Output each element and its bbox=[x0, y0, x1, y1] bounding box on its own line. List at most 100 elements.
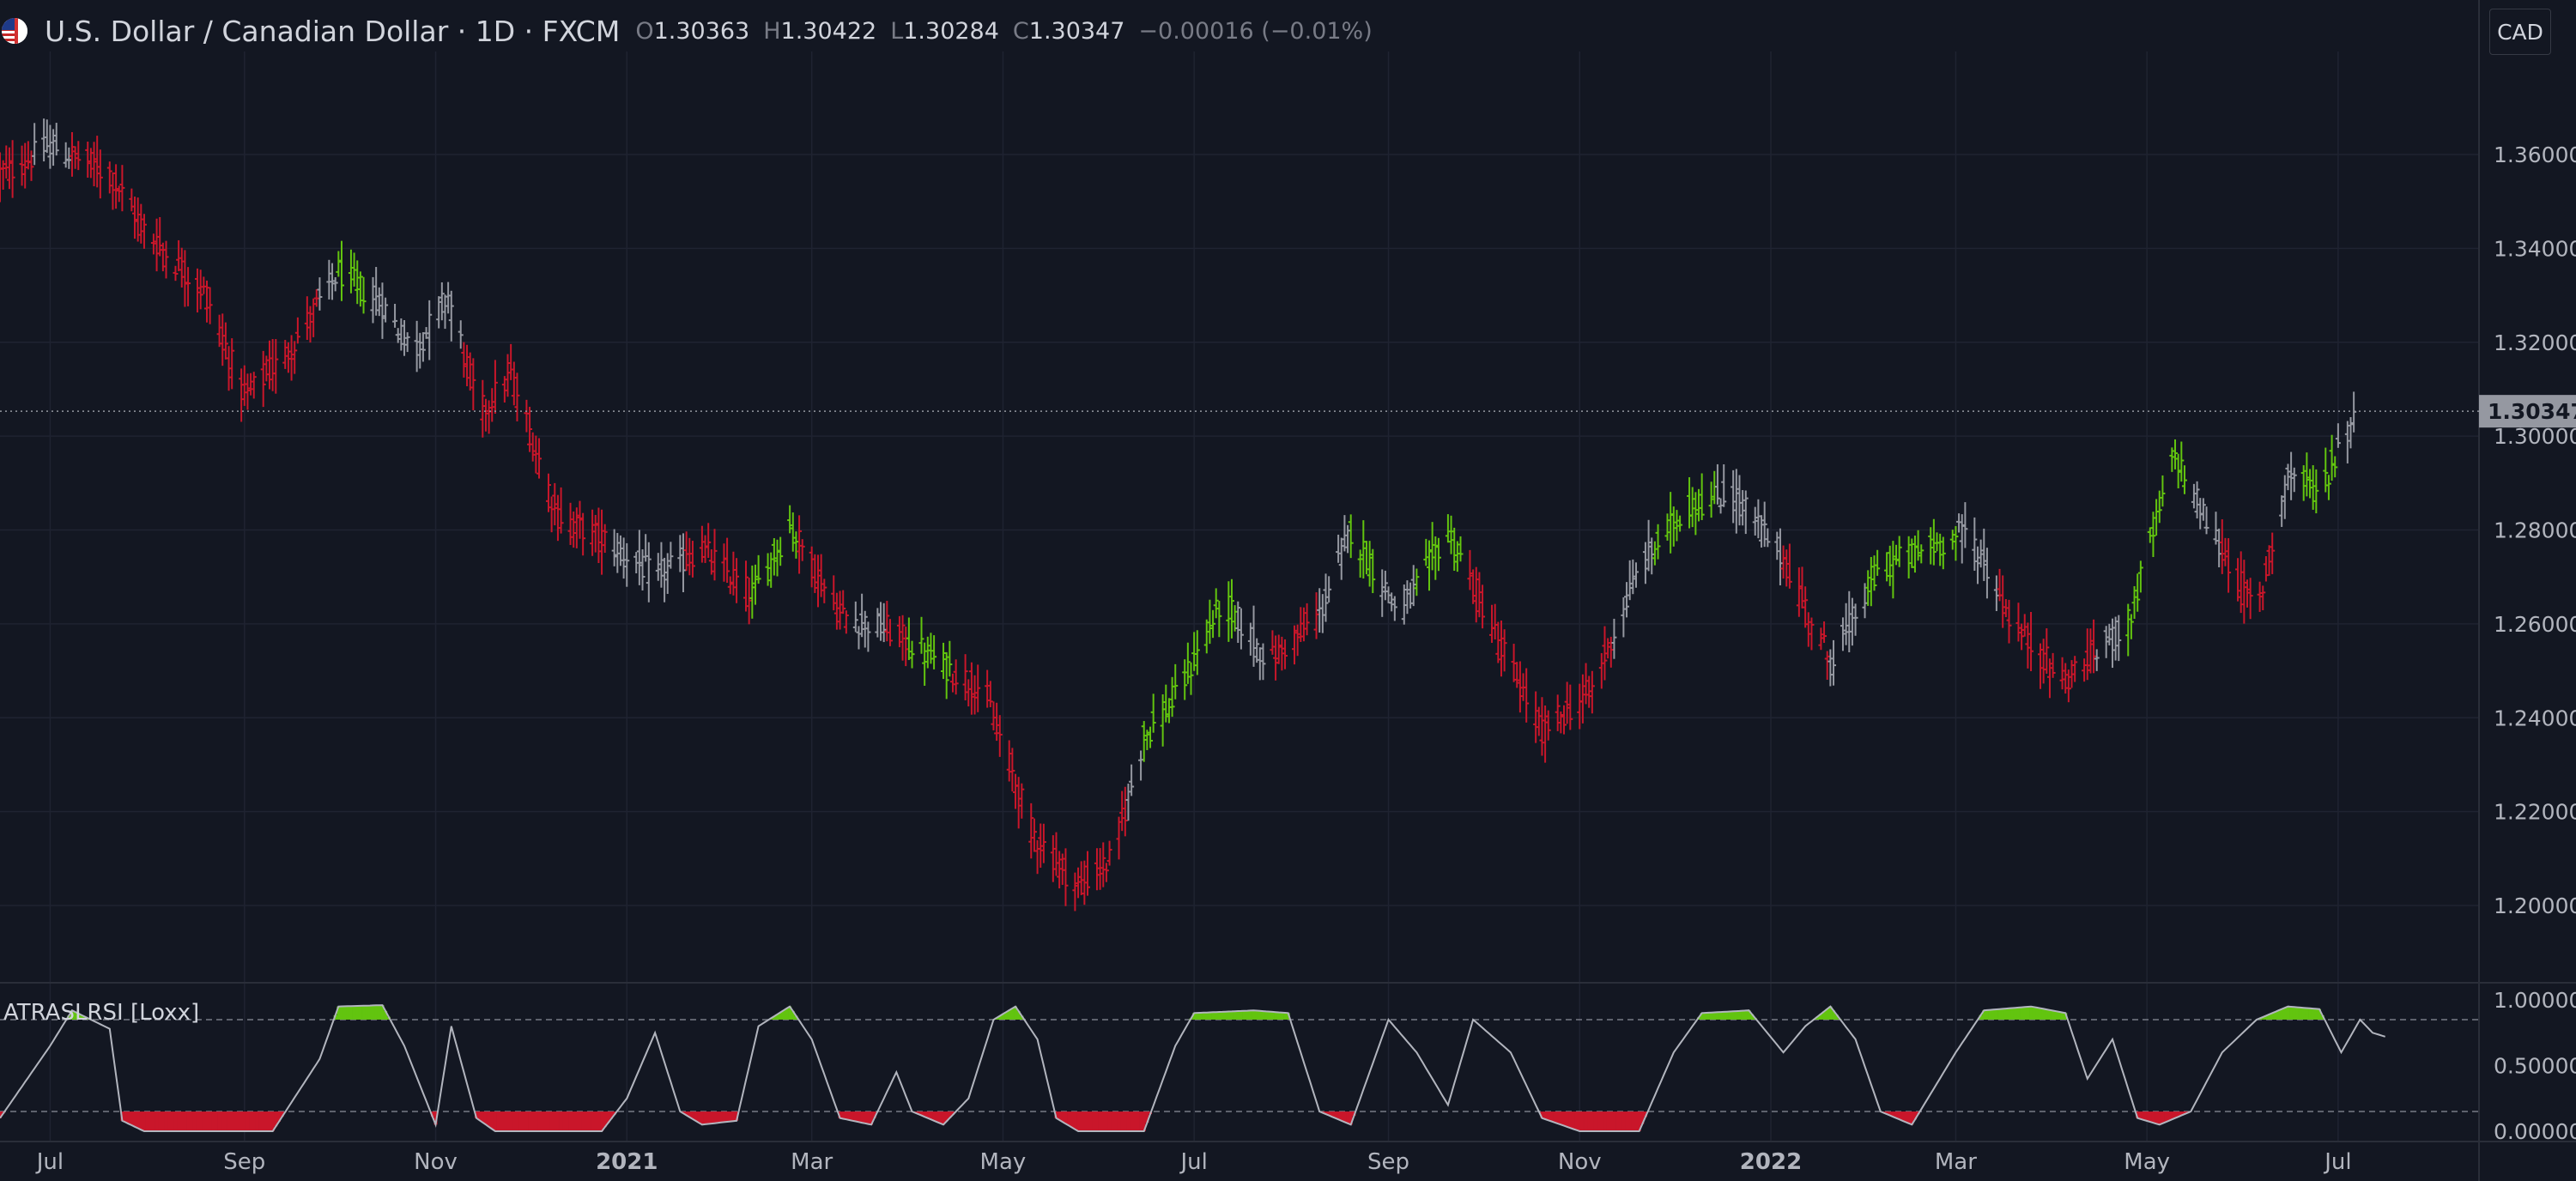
price-bar bbox=[689, 541, 695, 578]
price-bar bbox=[658, 542, 664, 588]
price-bar bbox=[514, 372, 520, 421]
price-axis-label: 1.24000 bbox=[2494, 706, 2576, 730]
price-bar bbox=[1598, 652, 1604, 689]
price-bar bbox=[1173, 663, 1179, 700]
price-bar bbox=[0, 160, 6, 190]
price-bar bbox=[558, 487, 564, 534]
price-bar bbox=[383, 297, 389, 323]
price-bar bbox=[2059, 657, 2065, 690]
currency-button[interactable]: CAD bbox=[2489, 9, 2551, 55]
price-bar bbox=[2257, 581, 2263, 612]
price-bar bbox=[2203, 506, 2209, 535]
price-bar bbox=[972, 675, 978, 715]
price-bar bbox=[1013, 773, 1019, 809]
price-bar bbox=[1984, 548, 1990, 599]
price-bar bbox=[1611, 618, 1617, 659]
price-bar bbox=[903, 627, 909, 667]
price-bar bbox=[216, 314, 222, 348]
time-axis-label: Sep bbox=[1367, 1149, 1409, 1175]
price-bar bbox=[1511, 644, 1517, 682]
price-bar bbox=[173, 265, 179, 282]
price-bar bbox=[442, 294, 448, 330]
price-bar bbox=[511, 361, 517, 406]
price-bar bbox=[1232, 605, 1238, 632]
price-bar bbox=[2173, 439, 2179, 469]
price-bar bbox=[2300, 465, 2306, 501]
price-bar bbox=[417, 332, 423, 369]
price-bar bbox=[1031, 818, 1037, 852]
price-bar bbox=[1085, 851, 1091, 896]
price-axis-label: 1.36000 bbox=[2494, 142, 2576, 167]
price-bar bbox=[2021, 614, 2027, 637]
indicator-label[interactable]: ATRASLRSI [Loxx] bbox=[3, 1000, 200, 1026]
price-bar bbox=[2150, 512, 2156, 558]
price-bar bbox=[176, 239, 182, 271]
price-bar bbox=[2191, 483, 2197, 509]
price-bar bbox=[239, 368, 245, 422]
price-bar bbox=[768, 552, 774, 588]
price-axis-label: 1.26000 bbox=[2494, 612, 2576, 637]
price-bar bbox=[2344, 421, 2350, 463]
price-bar bbox=[1862, 583, 1868, 619]
price-bar bbox=[201, 276, 207, 294]
price-axis-label: 1.32000 bbox=[2494, 330, 2576, 355]
price-bar bbox=[2270, 532, 2276, 574]
us-ca-flag-icon[interactable] bbox=[2, 18, 27, 44]
price-bar bbox=[141, 214, 147, 249]
price-bar bbox=[1028, 802, 1034, 859]
price-bar bbox=[1304, 603, 1310, 636]
price-bar bbox=[2125, 603, 2131, 657]
price-bar bbox=[1429, 522, 1435, 571]
price-bar bbox=[1721, 463, 1727, 507]
price-bar bbox=[1050, 835, 1056, 882]
time-axis-label: Nov bbox=[1558, 1149, 1602, 1175]
price-bar bbox=[2285, 463, 2291, 491]
price-bar bbox=[88, 148, 94, 179]
price-bar bbox=[1670, 506, 1676, 547]
price-bar bbox=[1805, 612, 1811, 647]
price-bar bbox=[32, 123, 38, 166]
price-bar bbox=[677, 535, 683, 572]
price-bar bbox=[1103, 863, 1109, 882]
price-bar bbox=[1454, 541, 1460, 572]
price-bar bbox=[2135, 573, 2141, 612]
price-bar bbox=[2335, 423, 2341, 448]
price-bar bbox=[270, 339, 276, 391]
price-bar bbox=[2109, 618, 2115, 669]
price-bar bbox=[706, 523, 712, 558]
price-bar bbox=[1294, 624, 1300, 657]
current-price-tag-bg bbox=[2479, 395, 2576, 428]
price-bar bbox=[1260, 643, 1266, 681]
price-bar bbox=[1545, 710, 1551, 741]
price-bar bbox=[2288, 451, 2294, 500]
price-bar bbox=[1567, 684, 1573, 730]
price-bar bbox=[1273, 635, 1279, 681]
price-bar bbox=[1191, 632, 1197, 671]
symbol-title[interactable]: U.S. Dollar / Canadian Dollar · 1D · FXC… bbox=[45, 14, 621, 48]
price-bar bbox=[746, 578, 752, 625]
price-bar bbox=[1868, 556, 1874, 607]
price-bar bbox=[1015, 777, 1021, 829]
price-bar bbox=[1119, 790, 1125, 832]
price-bar bbox=[1385, 586, 1391, 603]
price-bar bbox=[195, 268, 201, 313]
price-bar bbox=[837, 590, 843, 630]
price-bar bbox=[1401, 584, 1407, 625]
price-bar bbox=[3, 145, 9, 179]
price-bar bbox=[1737, 475, 1743, 526]
price-bar bbox=[743, 560, 749, 612]
price-bar bbox=[2156, 490, 2162, 524]
price-bar bbox=[1821, 621, 1827, 643]
price-bar bbox=[1163, 684, 1169, 723]
price-bar bbox=[439, 282, 445, 321]
price-bar bbox=[1949, 530, 1955, 550]
price-bar bbox=[229, 338, 235, 390]
price-bar bbox=[157, 216, 163, 257]
price-bar bbox=[113, 164, 119, 209]
price-bar bbox=[2091, 619, 2097, 674]
price-bar bbox=[1536, 706, 1542, 736]
price-bar bbox=[2332, 456, 2338, 478]
price-bar bbox=[2279, 495, 2285, 527]
